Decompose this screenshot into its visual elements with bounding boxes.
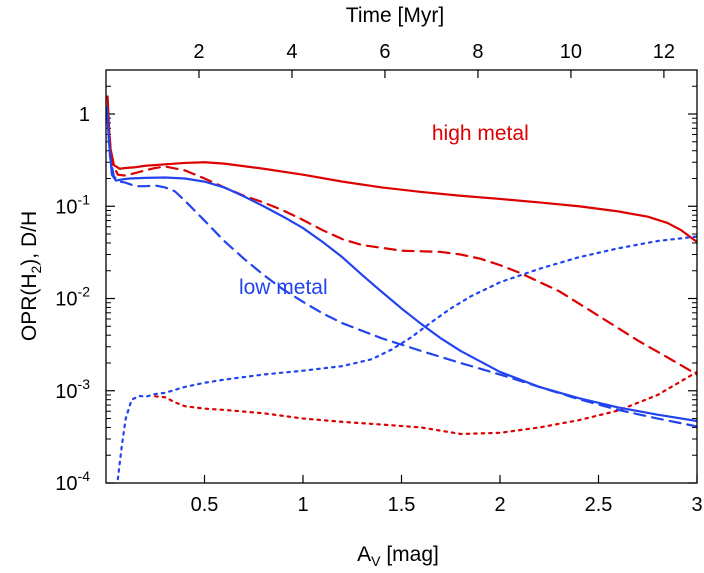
x-tick-label: 1 (297, 494, 308, 516)
high-metal-label: high metal (432, 122, 529, 145)
x2-tick-label: 12 (653, 41, 675, 63)
x-tick-label: 0.5 (191, 494, 219, 516)
labels-layer: 0.5 1 1.5 2 2.5 3 2 4 6 8 10 12 10-4 10-3 10-2 10-1 1 hig… (55, 41, 702, 516)
x2-tick-label: 4 (286, 41, 297, 63)
x-tick-label: 2.5 (585, 494, 613, 516)
x-tick-label: 3 (691, 494, 702, 516)
x2-axis-title: Time [Myr] (346, 4, 444, 27)
x2-tick-label: 10 (560, 41, 582, 63)
y-tick-label: 10-3 (55, 376, 90, 403)
series-line-5-dashed (106, 112, 697, 428)
y-tick-label: 10-4 (55, 468, 90, 495)
series-line-6-dotted (116, 235, 697, 481)
series-line-1-solid (106, 95, 697, 244)
x-tick-label: 1.5 (388, 494, 416, 516)
y-tick-label: 10-2 (55, 284, 90, 311)
x2-tick-label: 6 (379, 41, 390, 63)
series-line-4-solid (106, 105, 697, 423)
series-layer (106, 95, 697, 481)
plot-frame (105, 69, 698, 484)
y-tick-label: 10-1 (55, 191, 90, 218)
x-axis-title: AV [mag] (357, 543, 439, 569)
series-line-3-dotted (154, 370, 697, 436)
series-line-2-dashed (106, 117, 697, 376)
x-tick-label: 2 (494, 494, 505, 516)
low-metal-label: low metal (239, 276, 328, 299)
x2-tick-label: 2 (193, 41, 204, 63)
ticks-layer (106, 70, 698, 484)
y-axis-title: OPR(H2), D/H (18, 211, 44, 341)
y-tick-label: 1 (79, 104, 90, 126)
x2-tick-label: 8 (472, 41, 483, 63)
